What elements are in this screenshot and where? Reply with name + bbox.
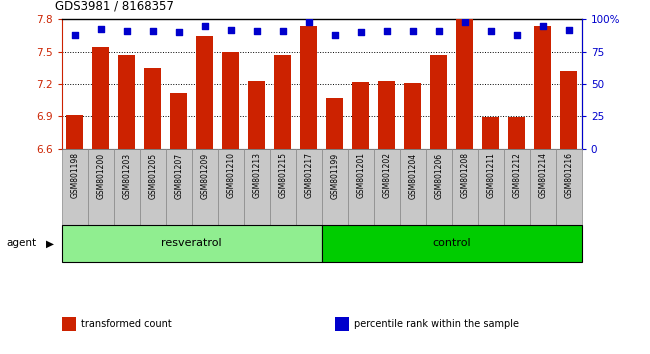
Text: GSM801212: GSM801212 — [512, 153, 521, 198]
Bar — [274, 55, 291, 149]
Bar — [296, 149, 322, 225]
Text: GSM801207: GSM801207 — [174, 153, 183, 199]
Text: GSM801202: GSM801202 — [382, 153, 391, 199]
Point — [538, 23, 548, 29]
Bar — [196, 36, 213, 149]
Bar — [452, 149, 478, 225]
Bar — [326, 98, 343, 149]
Bar — [426, 149, 452, 225]
Point — [356, 30, 366, 35]
Bar — [374, 149, 400, 225]
Point — [70, 32, 80, 38]
Bar — [508, 118, 525, 149]
Bar — [66, 115, 83, 149]
Point — [486, 28, 496, 34]
Point — [564, 27, 574, 33]
Bar — [404, 83, 421, 149]
Text: GSM801200: GSM801200 — [96, 153, 105, 199]
Text: transformed count: transformed count — [81, 319, 172, 329]
Point — [512, 32, 522, 38]
Bar — [378, 81, 395, 149]
Bar — [430, 55, 447, 149]
Text: GSM801204: GSM801204 — [408, 153, 417, 199]
Bar — [166, 149, 192, 225]
Bar — [482, 118, 499, 149]
Text: control: control — [432, 238, 471, 249]
Bar — [456, 19, 473, 149]
Bar — [118, 55, 135, 149]
Bar — [170, 93, 187, 149]
Bar — [244, 149, 270, 225]
Text: GDS3981 / 8168357: GDS3981 / 8168357 — [55, 0, 174, 12]
Text: GSM801209: GSM801209 — [200, 153, 209, 199]
Text: GSM801213: GSM801213 — [252, 153, 261, 199]
Bar — [144, 68, 161, 149]
Bar — [478, 149, 504, 225]
Text: GSM801210: GSM801210 — [226, 153, 235, 199]
Bar — [560, 71, 577, 149]
Text: GSM801208: GSM801208 — [460, 153, 469, 199]
Point — [122, 28, 132, 34]
Bar — [530, 149, 556, 225]
Point — [226, 27, 236, 33]
Bar — [322, 225, 582, 262]
Text: GSM801206: GSM801206 — [434, 153, 443, 199]
Text: GSM801216: GSM801216 — [564, 153, 573, 199]
Text: agent: agent — [6, 238, 36, 249]
Text: percentile rank within the sample: percentile rank within the sample — [354, 319, 519, 329]
Text: GSM801215: GSM801215 — [278, 153, 287, 199]
Bar — [222, 52, 239, 149]
Bar — [114, 149, 140, 225]
Point — [382, 28, 392, 34]
Bar — [140, 149, 166, 225]
Bar — [348, 149, 374, 225]
Point — [408, 28, 418, 34]
Text: ▶: ▶ — [46, 238, 53, 249]
Bar — [62, 149, 88, 225]
Point — [252, 28, 262, 34]
Bar — [300, 26, 317, 149]
Point — [96, 26, 106, 32]
Bar — [88, 149, 114, 225]
Text: resveratrol: resveratrol — [161, 238, 222, 249]
Bar — [322, 149, 348, 225]
Text: GSM801217: GSM801217 — [304, 153, 313, 199]
Bar — [192, 149, 218, 225]
Bar — [400, 149, 426, 225]
Bar — [270, 149, 296, 225]
Bar — [62, 317, 76, 331]
Point — [460, 19, 470, 25]
Point — [330, 32, 340, 38]
Bar — [92, 47, 109, 149]
Text: GSM801205: GSM801205 — [148, 153, 157, 199]
Point — [174, 30, 184, 35]
Text: GSM801201: GSM801201 — [356, 153, 365, 199]
Point — [304, 19, 314, 25]
Point — [434, 28, 444, 34]
Bar — [335, 317, 349, 331]
Point — [200, 23, 210, 29]
Point — [278, 28, 288, 34]
Bar — [248, 81, 265, 149]
Text: GSM801214: GSM801214 — [538, 153, 547, 199]
Text: GSM801211: GSM801211 — [486, 153, 495, 198]
Bar — [556, 149, 582, 225]
Text: GSM801198: GSM801198 — [70, 153, 79, 199]
Bar — [504, 149, 530, 225]
Bar — [218, 149, 244, 225]
Bar — [62, 225, 322, 262]
Text: GSM801199: GSM801199 — [330, 153, 339, 199]
Bar — [352, 82, 369, 149]
Point — [148, 28, 158, 34]
Bar — [534, 26, 551, 149]
Text: GSM801203: GSM801203 — [122, 153, 131, 199]
